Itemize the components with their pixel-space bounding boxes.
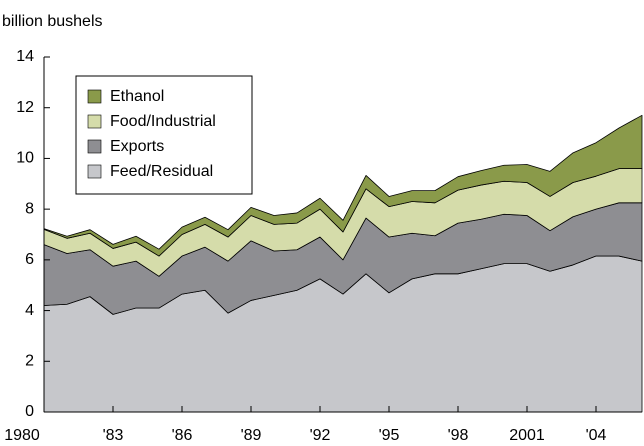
area <box>43 114 643 257</box>
legend-label: Exports <box>110 138 164 155</box>
y-tick-label: 6 <box>25 251 34 268</box>
x-tick-label: '95 <box>379 427 400 444</box>
x-tick-label: 2001 <box>509 427 545 444</box>
legend-swatch <box>87 139 102 154</box>
y-tick-label: 10 <box>16 150 34 167</box>
y-axis-label: billion bushels <box>2 13 103 30</box>
y-tick-label: 2 <box>25 353 34 370</box>
legend-label: Ethanol <box>110 88 164 105</box>
x-tick-label: 1980 <box>4 427 40 444</box>
legend-box <box>75 75 253 195</box>
y-tick-label: 0 <box>25 403 34 420</box>
y-tick-label: 4 <box>25 302 34 319</box>
legend-swatch <box>87 114 102 129</box>
x-tick-label: '92 <box>310 427 331 444</box>
legend-label: Feed/Residual <box>110 163 213 180</box>
x-tick-label: '89 <box>241 427 262 444</box>
legend-swatch <box>87 89 102 104</box>
legend-swatch <box>87 164 102 179</box>
x-tick-label: '83 <box>103 427 124 444</box>
y-tick-label: 14 <box>16 48 34 65</box>
legend-label: Food/Industrial <box>110 113 216 130</box>
y-tick-label: 12 <box>16 99 34 116</box>
x-tick-label: '98 <box>448 427 469 444</box>
x-tick-label: '04 <box>586 427 607 444</box>
y-tick-label: 8 <box>25 200 34 217</box>
x-tick-label: '86 <box>172 427 193 444</box>
